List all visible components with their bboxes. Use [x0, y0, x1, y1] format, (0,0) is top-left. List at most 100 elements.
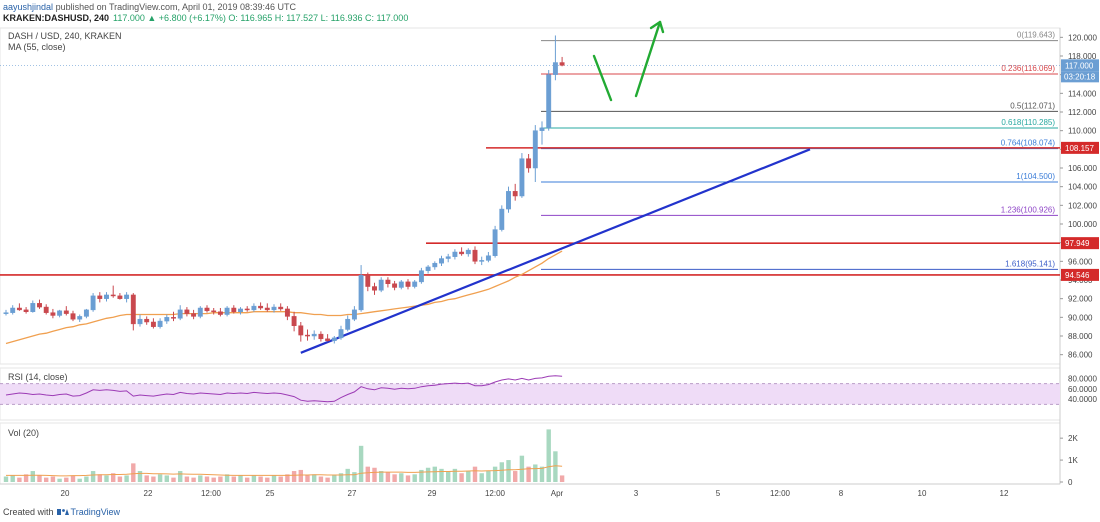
volume-bar [104, 475, 109, 482]
price-tick-label: 112.000 [1068, 108, 1097, 117]
time-axis-label: 22 [144, 489, 153, 498]
candle-body [37, 303, 42, 308]
volume-bar [338, 473, 344, 482]
price-tag-bg [1061, 268, 1099, 281]
volume-bar [265, 477, 270, 482]
candle-body [130, 294, 136, 325]
candle-body [432, 262, 438, 268]
price-tick-label: 100.000 [1068, 220, 1097, 229]
volume-bar [559, 475, 565, 482]
fibonacci-level-label: 0.764(108.074) [1001, 139, 1056, 148]
volume-bar [332, 475, 337, 482]
countdown-bg [1061, 71, 1099, 83]
volume-bar [546, 429, 551, 482]
price-tick-label: 102.000 [1068, 201, 1097, 210]
candle-body [43, 306, 49, 313]
volume-bar [305, 475, 310, 482]
volume-bar [419, 469, 424, 482]
candle-body [479, 260, 485, 262]
volume-bar [97, 474, 102, 482]
volume-bar [432, 466, 437, 482]
time-axis-label: 10 [918, 489, 927, 498]
candle-body [492, 229, 498, 256]
volume-bar [278, 476, 283, 482]
time-axis-label: 5 [716, 489, 721, 498]
candle-body [284, 308, 290, 317]
rsi-line [5, 375, 563, 403]
time-axis-label: 3 [634, 489, 639, 498]
time-axis-label: 12:00 [201, 489, 222, 498]
candle-body [506, 191, 511, 210]
candle-body [50, 312, 56, 316]
candle-body [552, 62, 558, 75]
tradingview-link[interactable]: TradingView [70, 507, 121, 517]
volume-bar [151, 476, 156, 482]
volume-bar [446, 471, 451, 482]
candle-body [30, 303, 36, 312]
candle-body [512, 191, 518, 197]
candle-body [385, 279, 391, 284]
price-tag-bg [1061, 237, 1099, 250]
price-tick-label: 120.000 [1068, 33, 1097, 42]
volume-legend: Vol (20) [8, 428, 40, 438]
volume-bar [77, 478, 82, 482]
volume-bar [251, 475, 257, 482]
candle-body [231, 307, 237, 312]
candle-body [445, 256, 451, 259]
volume-tick-label: 0 [1068, 478, 1073, 487]
candle-body [311, 333, 317, 337]
volume-bar [385, 472, 391, 482]
ohlc-line: KRAKEN:DASHUSD, 240 117.000 ▲ +6.800 (+6.… [3, 13, 408, 23]
candle-body [278, 306, 284, 310]
volume-bar [285, 474, 290, 482]
candle-body [264, 307, 270, 311]
candle-body [338, 329, 344, 339]
volume-bar [171, 477, 176, 482]
volume-bar [57, 478, 62, 482]
volume-bar [499, 462, 504, 482]
rsi-tick-label: 40.0000 [1068, 395, 1097, 404]
volume-bar [466, 471, 471, 482]
candle-body [110, 294, 116, 297]
candle-body [10, 307, 16, 313]
volume-bar [178, 471, 183, 482]
ma-legend: MA (55, close) [8, 42, 66, 52]
volume-bar [23, 474, 29, 482]
candle-body [539, 127, 545, 131]
volume-bar [291, 471, 297, 482]
volume-ma-line [6, 465, 563, 477]
volume-bar [526, 466, 531, 482]
volume-bar [352, 472, 357, 482]
candle-body [23, 309, 29, 312]
candle-body [472, 249, 478, 262]
price-tick-label: 104.000 [1068, 183, 1097, 192]
volume-bar [486, 471, 491, 482]
price-tick-label: 88.000 [1068, 332, 1093, 341]
candle-body [439, 258, 444, 264]
candle-body [144, 318, 150, 323]
time-axis-label: 27 [348, 489, 357, 498]
volume-bar [37, 475, 42, 482]
publish-info: published on TradingView.com, April 01, … [55, 2, 297, 12]
volume-bar [271, 475, 277, 482]
candle-body [70, 313, 76, 320]
candle-body [191, 313, 197, 317]
author-link[interactable]: aayushjindal [3, 2, 54, 12]
price-tick-label: 92.000 [1068, 295, 1093, 304]
candle-body [532, 130, 538, 169]
volume-bar [472, 466, 478, 482]
time-axis-label: 8 [839, 489, 844, 498]
time-axis-label: Apr [551, 489, 564, 498]
fibonacci-level-label: 1(104.500) [1016, 172, 1055, 181]
volume-bar [238, 475, 243, 482]
fibonacci-level-label: 0(119.643) [1017, 31, 1055, 40]
volume-bar [245, 477, 250, 482]
price-tick-label: 118.000 [1068, 52, 1097, 61]
volume-tick-label: 2K [1068, 434, 1078, 443]
volume-bar [50, 476, 56, 482]
candle-body [117, 295, 123, 299]
price-tick-label: 90.000 [1068, 313, 1093, 322]
candle-body [378, 279, 384, 291]
candle-body [485, 255, 491, 261]
